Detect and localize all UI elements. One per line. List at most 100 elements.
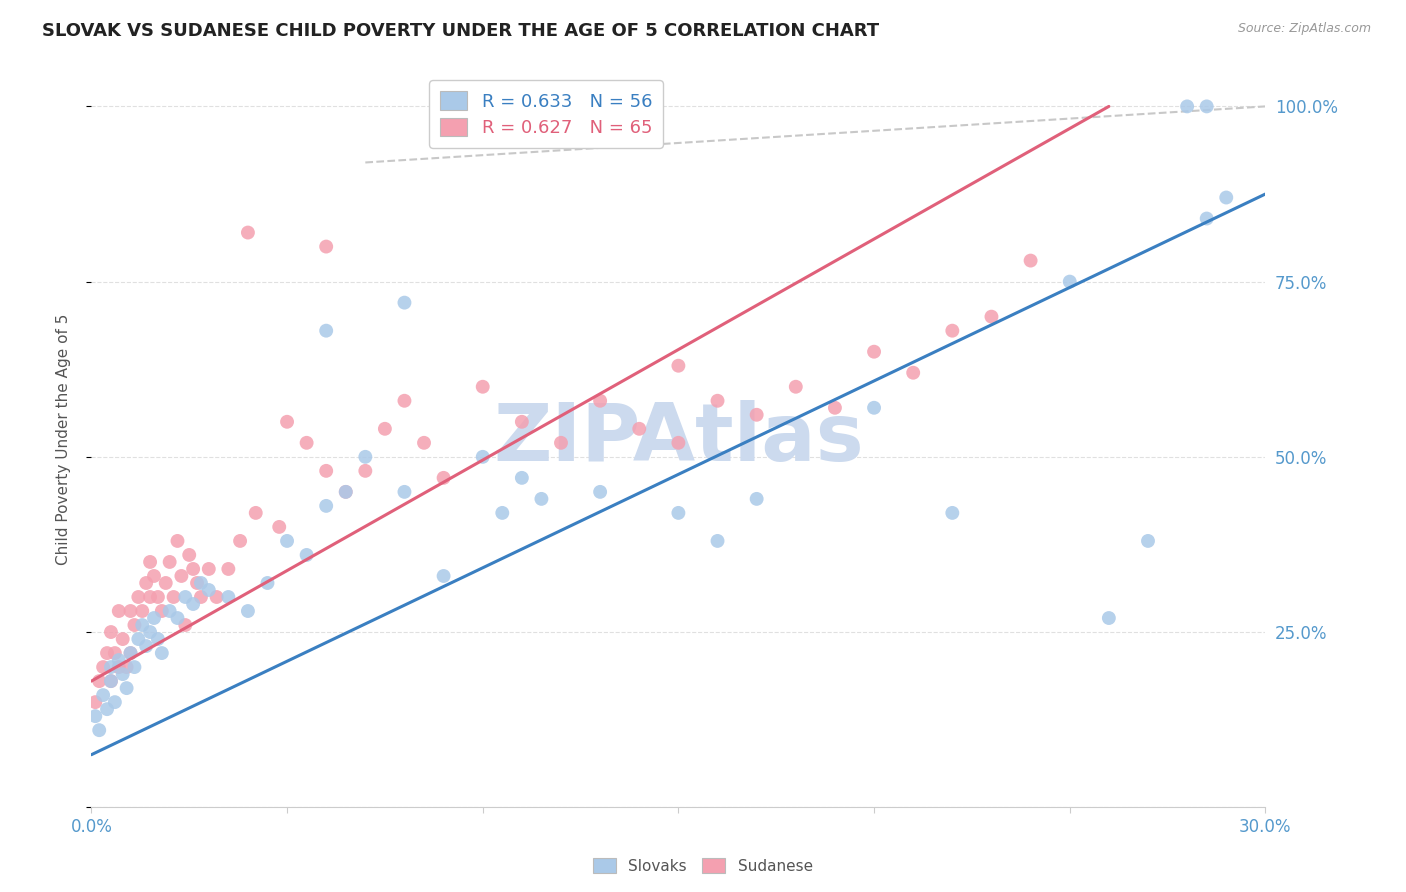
Point <box>315 464 337 478</box>
Point <box>170 569 193 583</box>
Point <box>236 604 259 618</box>
Point <box>785 380 807 394</box>
Y-axis label: Child Poverty Under the Age of 5: Child Poverty Under the Age of 5 <box>56 314 70 565</box>
Point <box>100 660 122 674</box>
Point <box>1195 211 1218 226</box>
Point <box>143 611 166 625</box>
Point <box>432 471 454 485</box>
Point <box>530 491 553 506</box>
Point <box>706 393 728 408</box>
Point <box>217 562 239 576</box>
Point <box>190 576 212 591</box>
Text: SLOVAK VS SUDANESE CHILD POVERTY UNDER THE AGE OF 5 CORRELATION CHART: SLOVAK VS SUDANESE CHILD POVERTY UNDER T… <box>42 22 879 40</box>
Point <box>217 590 239 604</box>
Point <box>150 604 173 618</box>
Point <box>174 618 197 632</box>
Point <box>115 681 138 695</box>
Point <box>236 226 259 240</box>
Point <box>166 611 188 625</box>
Point <box>111 632 134 646</box>
Point <box>863 344 886 359</box>
Point <box>100 674 122 689</box>
Point <box>181 597 204 611</box>
Point <box>824 401 846 415</box>
Point <box>901 366 924 380</box>
Point <box>124 618 146 632</box>
Point <box>111 667 134 681</box>
Point <box>155 576 177 591</box>
Point <box>120 646 142 660</box>
Point <box>628 422 651 436</box>
Point <box>127 590 149 604</box>
Point <box>413 435 436 450</box>
Point <box>159 604 181 618</box>
Point <box>139 590 162 604</box>
Point <box>1059 275 1081 289</box>
Point <box>143 569 166 583</box>
Point <box>941 324 963 338</box>
Point <box>432 569 454 583</box>
Point <box>91 660 114 674</box>
Point <box>159 555 181 569</box>
Point <box>120 646 142 660</box>
Point <box>1195 99 1218 113</box>
Point <box>146 590 169 604</box>
Point <box>100 625 122 640</box>
Point <box>131 618 153 632</box>
Point <box>941 506 963 520</box>
Point <box>1098 611 1121 625</box>
Point <box>269 520 291 534</box>
Point <box>245 506 267 520</box>
Point <box>107 604 129 618</box>
Point <box>139 625 162 640</box>
Point <box>181 562 204 576</box>
Point <box>162 590 184 604</box>
Text: Source: ZipAtlas.com: Source: ZipAtlas.com <box>1237 22 1371 36</box>
Legend: Slovaks, Sudanese: Slovaks, Sudanese <box>588 852 818 880</box>
Point <box>471 450 494 464</box>
Point <box>186 576 208 591</box>
Point <box>491 506 513 520</box>
Point <box>107 653 129 667</box>
Point <box>863 401 886 415</box>
Point <box>179 548 201 562</box>
Point <box>131 604 153 618</box>
Point <box>666 359 689 373</box>
Point <box>510 471 533 485</box>
Point <box>115 660 138 674</box>
Point <box>745 491 768 506</box>
Point <box>374 422 396 436</box>
Point <box>127 632 149 646</box>
Point <box>276 533 298 548</box>
Point <box>89 674 111 689</box>
Point <box>124 660 146 674</box>
Point <box>295 435 318 450</box>
Point <box>980 310 1002 324</box>
Point <box>166 533 188 548</box>
Point <box>84 709 107 723</box>
Legend: R = 0.633   N = 56, R = 0.627   N = 65: R = 0.633 N = 56, R = 0.627 N = 65 <box>429 80 662 148</box>
Point <box>100 674 122 689</box>
Point <box>295 548 318 562</box>
Point <box>104 646 127 660</box>
Point <box>394 295 416 310</box>
Point <box>666 435 689 450</box>
Point <box>84 695 107 709</box>
Point <box>745 408 768 422</box>
Point <box>666 506 689 520</box>
Point <box>229 533 252 548</box>
Point <box>589 393 612 408</box>
Point <box>150 646 173 660</box>
Point <box>315 324 337 338</box>
Point <box>1136 533 1159 548</box>
Point <box>276 415 298 429</box>
Point <box>394 393 416 408</box>
Point <box>174 590 197 604</box>
Point <box>120 604 142 618</box>
Point <box>354 464 377 478</box>
Point <box>96 646 118 660</box>
Point <box>89 723 111 738</box>
Point <box>1175 99 1198 113</box>
Point <box>354 450 377 464</box>
Point <box>335 484 357 499</box>
